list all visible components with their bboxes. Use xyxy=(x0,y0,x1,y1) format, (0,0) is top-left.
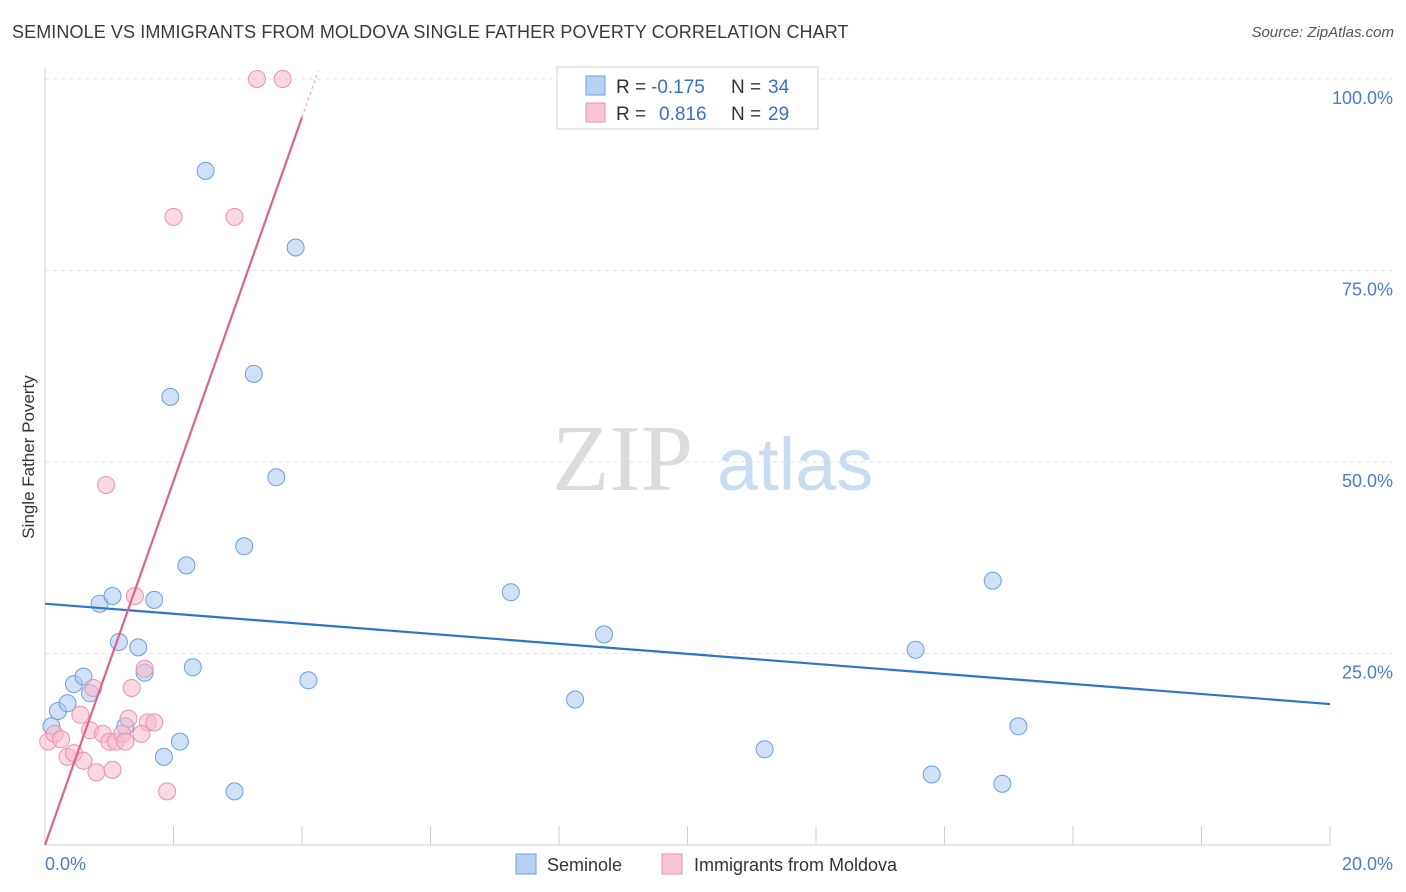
legend-swatch-moldova xyxy=(585,102,606,123)
moldova-point xyxy=(122,679,141,697)
moldova-point xyxy=(248,70,266,88)
y-tick-label: 75.0% xyxy=(1342,280,1393,300)
legend-n-value-1: 34 xyxy=(768,77,790,98)
moldova-point xyxy=(87,763,106,782)
seminole-point xyxy=(755,740,774,759)
moldova-point xyxy=(84,679,103,697)
watermark-atlas: atlas xyxy=(717,423,873,506)
seminole-point xyxy=(906,640,925,659)
seminole-point xyxy=(145,590,164,609)
bottom-swatch-moldova xyxy=(661,853,683,875)
seminole-point xyxy=(177,556,196,575)
legend-r-label-2: R = xyxy=(616,104,646,125)
y-tick-label: 25.0% xyxy=(1342,663,1393,683)
moldova-trend-line xyxy=(43,116,304,846)
moldova-point xyxy=(52,730,71,749)
seminole-point xyxy=(595,625,613,644)
x-tick-label: 0.0% xyxy=(45,854,86,874)
watermark-zip: ZIP xyxy=(552,407,693,511)
bottom-swatch-seminole xyxy=(515,853,537,875)
seminole-point xyxy=(983,571,1002,590)
correlation-legend: R = -0.175 N = 34 R = 0.816 N = 29 xyxy=(556,66,819,130)
y-tick-label: 50.0% xyxy=(1342,471,1393,491)
seminole-point xyxy=(129,638,148,657)
legend-label-seminole: Seminole xyxy=(547,855,622,875)
watermark: ZIP atlas xyxy=(552,407,873,511)
seminole-point xyxy=(196,161,215,180)
seminole-point xyxy=(286,238,305,257)
moldova-point xyxy=(71,705,90,724)
legend-r-value-2: 0.816 xyxy=(659,104,707,125)
seminole-point xyxy=(225,782,244,801)
legend-swatch-seminole xyxy=(585,75,606,96)
legend-n-label-2: N = xyxy=(731,104,761,125)
seminole-point xyxy=(58,694,77,713)
y-tick-labels: 25.0% 50.0% 75.0% 100.0% xyxy=(1332,88,1393,683)
seminole-point xyxy=(993,774,1012,793)
moldova-point xyxy=(273,70,292,88)
seminole-point xyxy=(1009,717,1028,736)
legend-n-label-1: N = xyxy=(731,77,761,98)
x-tick-labels: 0.0% 20.0% xyxy=(45,854,1393,874)
seminole-point xyxy=(922,765,941,784)
axes xyxy=(44,68,1331,846)
moldova-point xyxy=(103,760,122,779)
data-points xyxy=(39,70,1028,801)
legend-r-label-1: R = xyxy=(616,77,646,98)
seminole-trend-line xyxy=(44,602,1331,706)
y-tick-label: 100.0% xyxy=(1332,88,1393,108)
moldova-point xyxy=(97,476,115,494)
moldova-trend-extension xyxy=(301,71,319,118)
moldova-point xyxy=(164,207,183,226)
moldova-point xyxy=(135,659,154,678)
seminole-point xyxy=(244,364,263,383)
y-axis-label: Single Father Poverty xyxy=(19,375,38,539)
seminole-point xyxy=(299,671,318,690)
series-legend: Seminole Immigrants from Moldova xyxy=(515,853,898,875)
seminole-point xyxy=(183,658,202,677)
legend-n-value-2: 29 xyxy=(768,104,789,125)
moldova-point xyxy=(119,709,138,728)
legend-label-moldova: Immigrants from Moldova xyxy=(694,855,898,875)
moldova-point xyxy=(225,207,244,226)
moldova-point xyxy=(132,724,151,743)
moldova-point xyxy=(158,782,177,801)
moldova-point xyxy=(145,713,164,732)
seminole-point xyxy=(566,690,585,709)
seminole-point xyxy=(235,537,254,556)
x-tick-label: 20.0% xyxy=(1342,854,1393,874)
legend-r-value-1: -0.175 xyxy=(651,77,705,98)
seminole-point xyxy=(74,667,93,686)
seminole-point xyxy=(154,747,173,766)
source-label: Source: ZipAtlas.com xyxy=(1251,24,1394,41)
moldova-point xyxy=(116,732,135,751)
seminole-point xyxy=(103,587,122,605)
seminole-point xyxy=(170,732,189,751)
trend-lines xyxy=(43,71,1331,846)
seminole-point xyxy=(161,387,180,406)
chart-title: SEMINOLE VS IMMIGRANTS FROM MOLDOVA SING… xyxy=(12,22,849,42)
gridlines xyxy=(45,78,1392,654)
seminole-point xyxy=(501,583,520,602)
seminole-point xyxy=(267,468,286,487)
